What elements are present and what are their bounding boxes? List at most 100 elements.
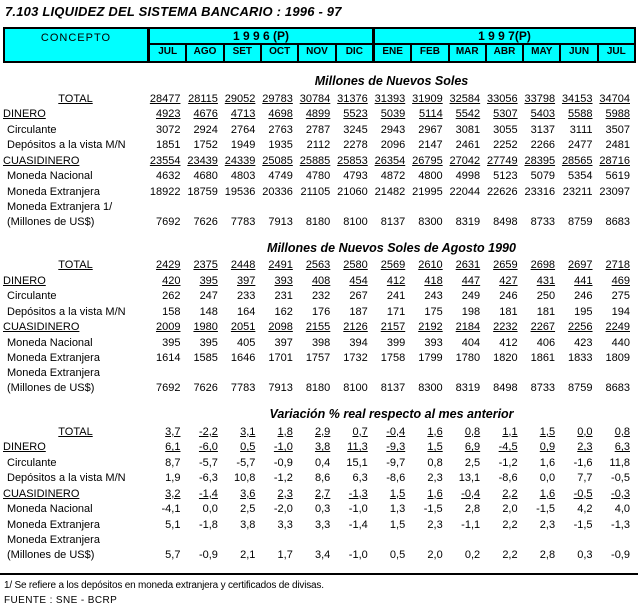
value: 3507 — [605, 123, 630, 136]
value: 2252 — [493, 139, 518, 152]
value-cell: -0,9 — [185, 548, 222, 563]
value-cell: 2448 — [223, 259, 260, 271]
value-cell: 1,6 — [410, 426, 447, 438]
value: 233 — [237, 290, 256, 303]
value-cell: 395 — [185, 337, 222, 349]
value: 2155 — [305, 321, 331, 334]
value: 412 — [499, 336, 518, 349]
value: 1809 — [605, 352, 630, 365]
value: 4780 — [305, 170, 331, 183]
value: 21995 — [412, 185, 443, 198]
table-row-total: TOTAL 2429 2375 2448 2491 2563 2580 2569 2610 263… — [3, 258, 635, 274]
value-cell: 8319 — [448, 381, 485, 396]
value-cell: 4998 — [448, 170, 485, 182]
table-row-total: TOTAL 3,7 -2,2 3,1 1,8 2,9 0,7 -0,4 1,6 0,8 1,1 1,5… — [3, 424, 635, 440]
value: 2,3 — [277, 487, 293, 500]
value: 4899 — [305, 108, 331, 121]
value-cell: 4,2 — [560, 503, 597, 515]
value-cell: 4899 — [298, 108, 335, 120]
value-cell: 7783 — [223, 381, 260, 396]
value-cell: 441 — [560, 275, 597, 287]
value-cell: 3,3 — [298, 519, 335, 531]
value: 5403 — [530, 108, 556, 121]
value-cell: 8683 — [598, 381, 635, 396]
value-cell: 23316 — [523, 186, 560, 198]
value-cell: 5039 — [373, 108, 410, 120]
value-cell: 6,9 — [448, 441, 485, 453]
value: 2429 — [155, 259, 181, 272]
value-cell: 1732 — [335, 352, 372, 364]
value: 243 — [424, 290, 443, 303]
value: 1833 — [568, 352, 593, 365]
value-cell: 15,1 — [335, 457, 372, 469]
value-cell: 2155 — [298, 321, 335, 333]
value: 1851 — [155, 139, 181, 152]
value: 2448 — [230, 259, 256, 272]
value-cell: 8498 — [485, 215, 522, 230]
value-cell: 8,7 — [148, 457, 185, 469]
value: 1820 — [493, 352, 518, 365]
value: 1758 — [380, 352, 406, 365]
value-cell: 32584 — [448, 93, 485, 105]
value: 262 — [162, 290, 181, 303]
value: 2009 — [155, 321, 181, 334]
section-heading: Millones de Nuevos Soles — [314, 74, 469, 88]
value: 2,3 — [539, 518, 556, 531]
value: 1935 — [268, 139, 293, 152]
value-cell: 233 — [223, 290, 260, 302]
value-cell: 7626 — [185, 381, 222, 396]
value: 4872 — [380, 170, 406, 183]
value-cell: 28477 — [148, 93, 185, 105]
value-cell: 405 — [223, 337, 260, 349]
row-label: TOTAL — [58, 425, 93, 438]
value-cell: 3,4 — [298, 548, 335, 563]
value-cell: 23439 — [185, 155, 222, 167]
value: 8180 — [305, 215, 331, 228]
value-cell: 5,7 — [148, 548, 185, 563]
value: 393 — [424, 336, 443, 349]
month-header-oct: OCT — [259, 45, 297, 61]
value: 194 — [611, 305, 630, 318]
value-cell: 7,7 — [560, 472, 597, 484]
value: 397 — [237, 274, 256, 287]
value: 187 — [349, 305, 368, 318]
value-cell: 4923 — [148, 108, 185, 120]
value: 2,2 — [502, 487, 518, 500]
value-cell: 2967 — [410, 124, 447, 136]
value: 13,1 — [458, 472, 481, 485]
value-cell: -1,5 — [523, 503, 560, 515]
value-cell: 393 — [260, 275, 297, 287]
value: 275 — [611, 290, 630, 303]
value: 18759 — [187, 185, 218, 198]
value: 148 — [199, 305, 218, 318]
value-cell: 2697 — [560, 259, 597, 271]
value: 28716 — [599, 154, 630, 167]
row-label-line1: Moneda Extranjera — [7, 533, 100, 546]
value-cell: 176 — [298, 306, 335, 318]
value: 3,8 — [315, 441, 331, 454]
value-cell: 0,8 — [448, 426, 485, 438]
value: -9,3 — [386, 441, 406, 454]
value-cell: 13,1 — [448, 472, 485, 484]
value-cell: 148 — [185, 306, 222, 318]
value: 1701 — [268, 352, 293, 365]
value-cell: 25853 — [335, 155, 372, 167]
value: 26795 — [412, 154, 443, 167]
value: 404 — [461, 336, 481, 349]
value: 2096 — [380, 139, 406, 152]
value-cell: 194 — [598, 306, 635, 318]
value-cell: 8759 — [560, 215, 597, 230]
row-label: CUASIDINERO — [3, 154, 80, 167]
value: -1,0 — [348, 503, 368, 516]
value: 0,3 — [577, 548, 593, 561]
value: 4,0 — [614, 503, 630, 516]
value-cell: 418 — [410, 275, 447, 287]
value: 247 — [199, 290, 218, 303]
value-cell: 262 — [148, 290, 185, 302]
value: 2491 — [268, 259, 293, 272]
value-cell: 6,1 — [148, 441, 185, 453]
value: 181 — [536, 305, 556, 318]
value: -8,6 — [498, 472, 518, 485]
table-row-moneda-extranjera: Moneda Extranjera 1614 1585 1646 1701 1757 173… — [3, 351, 635, 367]
value-cell: 2,8 — [523, 548, 560, 563]
